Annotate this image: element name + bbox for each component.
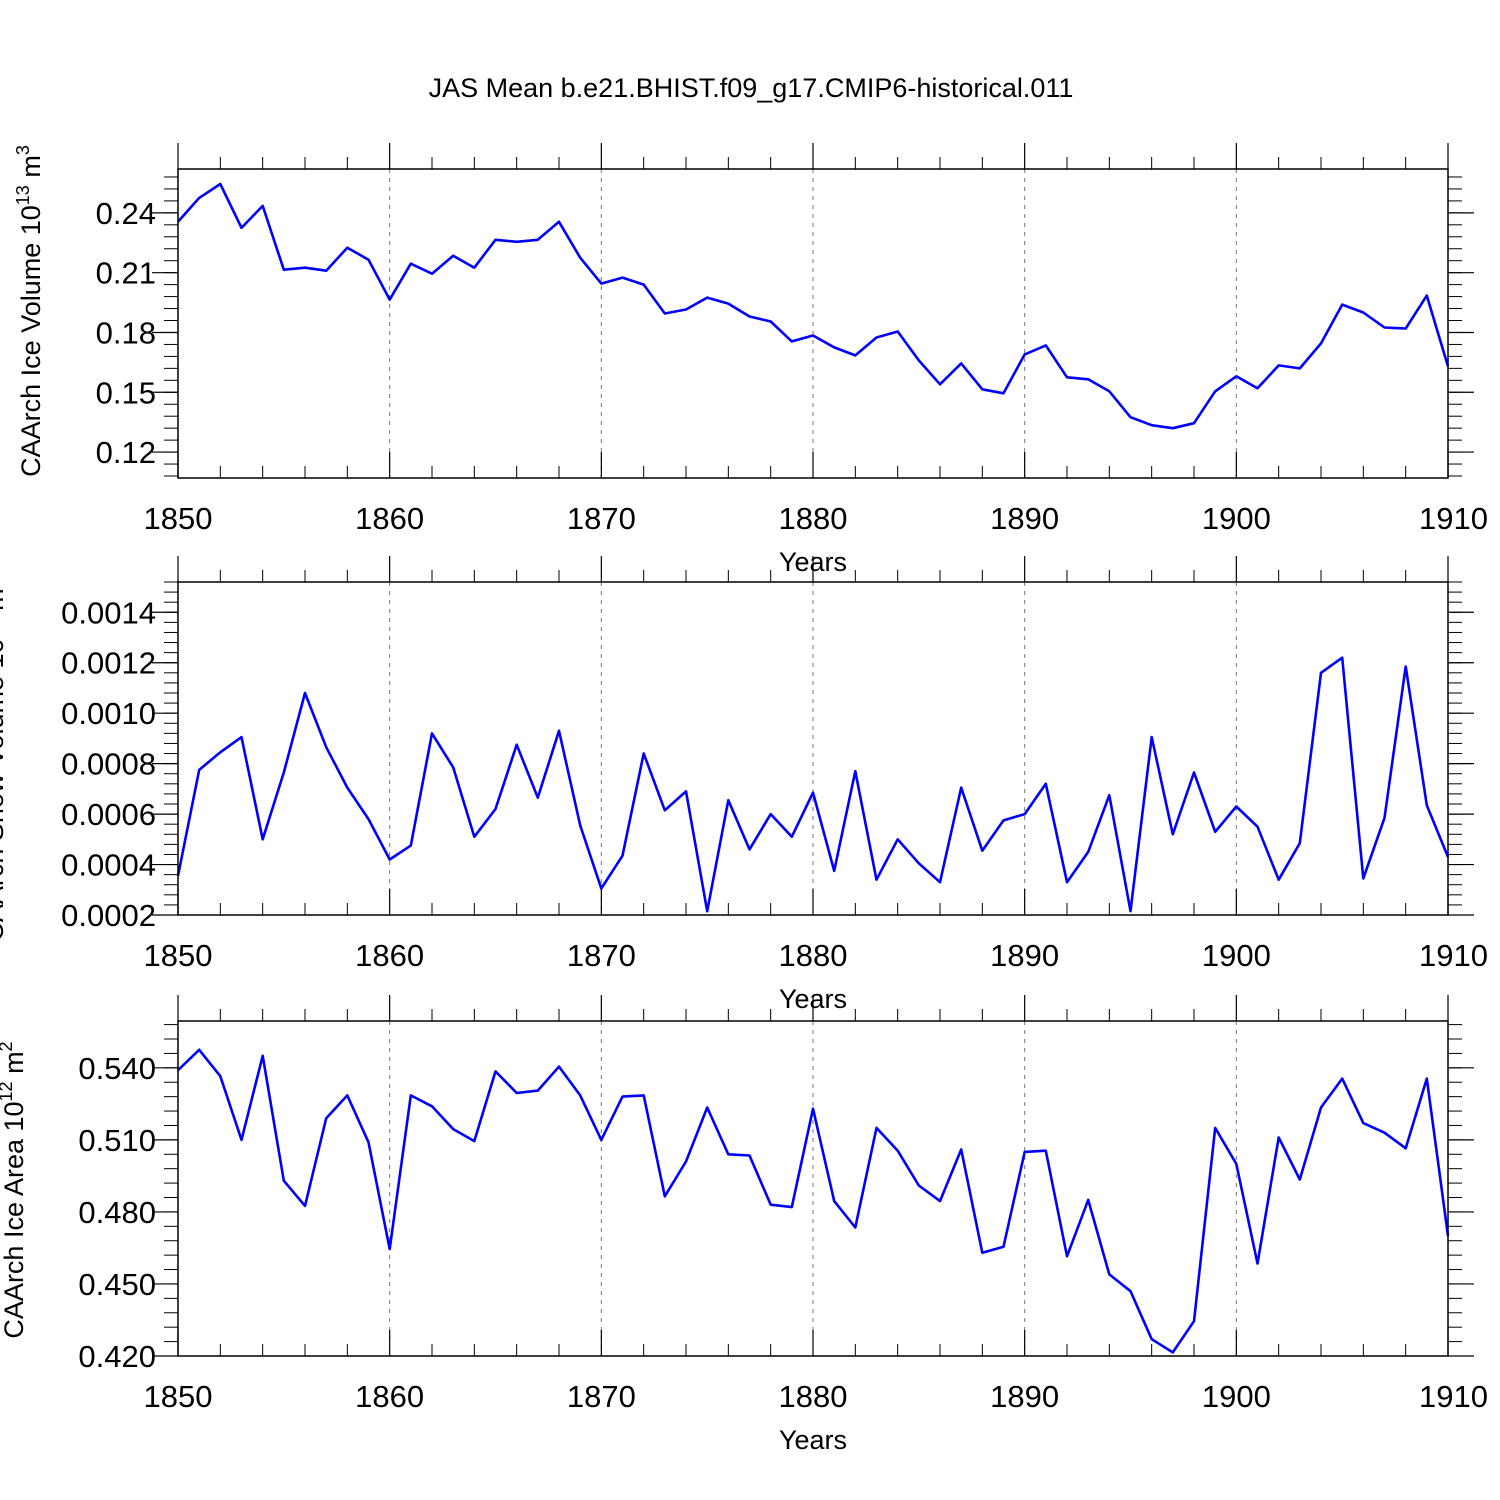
x-tick-label: 1850: [144, 501, 213, 536]
y-axis-label: CAArch Ice Volume 1013 m3: [13, 145, 46, 477]
y-tick-label: 0.0004: [61, 848, 156, 883]
y-tick-label: 0.540: [78, 1051, 156, 1086]
x-tick-label: 1870: [567, 501, 636, 536]
y-tick-label: 0.0012: [61, 646, 156, 681]
x-tick-label: 1890: [990, 501, 1059, 536]
y-tick-label: 0.0008: [61, 747, 156, 782]
x-tick-label: 1890: [990, 938, 1059, 973]
y-tick-label: 0.0014: [61, 595, 156, 630]
x-tick-label: 1870: [567, 1379, 636, 1414]
x-axis-label: Years: [779, 1425, 847, 1455]
x-tick-label: 1900: [1202, 501, 1271, 536]
x-tick-label: 1880: [779, 501, 848, 536]
y-tick-label: 0.18: [96, 315, 156, 350]
y-tick-label: 0.450: [78, 1267, 156, 1302]
y-axis-label: CAArch Snow Volume 1013 m3: [0, 578, 9, 941]
panel-ice-volume: 0.12 0.15 0.18 0.21 0.24 1850 1860 1870 1880 1890…: [13, 143, 1488, 577]
x-tick-label: 1870: [567, 938, 636, 973]
plot-frame: [177, 168, 1449, 479]
y-tick-label: 0.0002: [61, 898, 156, 933]
x-tick-label: 1850: [144, 938, 213, 973]
y-axis-label: CAArch Ice Area 1012 m2: [0, 1041, 29, 1338]
x-tick-label: 1910: [1419, 1379, 1488, 1414]
x-tick-label: 1890: [990, 1379, 1059, 1414]
x-tick-label: 1900: [1202, 1379, 1271, 1414]
y-tick-label: 0.12: [96, 435, 156, 470]
y-tick-label: 0.21: [96, 256, 156, 291]
y-tick-label: 0.0006: [61, 797, 156, 832]
series-line: [177, 1048, 1450, 1354]
y-tick-label: 0.480: [78, 1195, 156, 1230]
y-tick-label: 0.420: [78, 1339, 156, 1374]
series-line: [176, 656, 1450, 913]
panel-snow-volume: 0.0002 0.0004 0.0006 0.0008 0.0010 0.0012 0.00…: [0, 556, 1488, 1014]
x-tick-label: 1910: [1419, 938, 1488, 973]
x-tick-label: 1900: [1202, 938, 1271, 973]
series-line: [177, 182, 1450, 430]
x-tick-label: 1860: [355, 1379, 424, 1414]
x-tick-label: 1910: [1419, 501, 1488, 536]
x-tick-label: 1860: [355, 938, 424, 973]
y-tick-label: 0.0010: [61, 696, 156, 731]
x-tick-label: 1850: [144, 1379, 213, 1414]
x-tick-label: 1860: [355, 501, 424, 536]
panel-ice-area: 0.420 0.450 0.480 0.510 0.540 1850 1860 1870 188…: [0, 995, 1488, 1455]
x-tick-label: 1880: [779, 1379, 848, 1414]
plot-frame: [177, 1020, 1449, 1357]
y-tick-label: 0.24: [96, 196, 156, 231]
chart-title: JAS Mean b.e21.BHIST.f09_g17.CMIP6-histo…: [429, 73, 1074, 103]
y-tick-label: 0.15: [96, 375, 156, 410]
y-tick-label: 0.510: [78, 1123, 156, 1158]
plot-frame: [177, 581, 1449, 916]
x-tick-label: 1880: [779, 938, 848, 973]
